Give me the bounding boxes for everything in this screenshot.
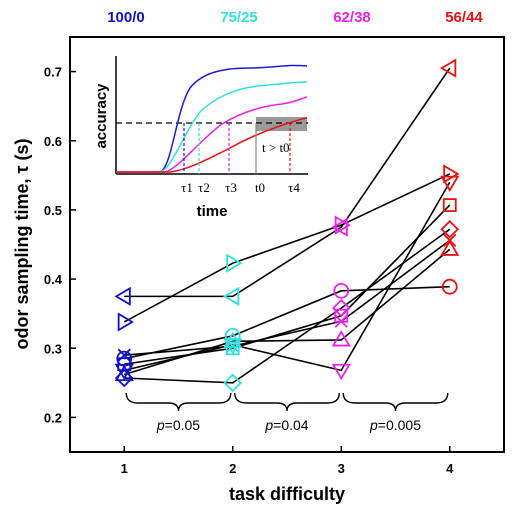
inset: accuracy time t > t0 τ1 τ2 τ3 t0 τ4 [93,56,308,220]
x-axis-title: task difficulty [229,484,345,504]
data-point-x-stroke [226,339,240,353]
significance-label: p=0.005 [369,417,421,433]
data-point-diamond [331,298,351,318]
inset-xlabel: time [197,203,228,220]
data-point-triangle-up [331,330,351,347]
series-line [123,173,451,323]
series-line [124,239,451,356]
series-line [124,228,451,384]
y-tick-label: 0.2 [44,410,62,425]
significance-bracket [125,392,232,412]
data-point-circle [333,282,350,299]
data-point-diamond [440,220,460,239]
y-tick-label: 0.6 [44,134,62,149]
inset-tick-tau3: τ3 [225,180,237,195]
y-tick-label: 0.3 [44,341,62,356]
y-axis-title: odor sampling time, τ (s) [12,138,32,349]
data-point-x [117,348,131,362]
inset-tick-t0: t0 [255,180,265,195]
significance-label: p=0.04 [264,417,308,433]
data-point-triangle-right [443,164,460,184]
top-label-4: 56/44 [445,9,483,26]
data-point-triangle-left [222,286,240,306]
top-label-2: 75/25 [220,9,258,26]
inset-curve-56-44 [116,117,308,173]
inset-threshold-region [256,117,307,131]
data-point-x [443,233,457,247]
data-point-x-stroke [443,233,457,247]
inset-curve-100-0 [116,64,308,173]
bracket-layer: p=0.05 p=0.04 p=0.005 [125,392,449,433]
top-label-1: 100/0 [107,9,145,26]
data-point-triangle-up [440,239,460,256]
inset-tick-tau2: τ2 [198,180,210,195]
data-point-triangle-left [114,286,131,306]
inset-tick-tau4: τ4 [288,180,300,195]
data-point-x [334,314,348,328]
x-tick-label: 2 [229,461,236,476]
series-line [124,67,451,298]
plot-frame [69,36,505,453]
x-tick-label: 1 [121,461,128,476]
significance-bracket [342,392,449,412]
inset-annotation: t > t0 [262,140,290,155]
significance-label: p=0.05 [156,417,200,433]
series-line [124,248,451,376]
data-point-x-stroke [117,348,131,362]
inset-bg [116,56,308,174]
data-point-triangle-down [331,363,351,381]
inset-tick-tau1: τ1 [181,180,193,195]
data-point-x [226,339,240,353]
data-point-diamond [223,373,243,393]
y-tick-label: 0.7 [44,65,62,80]
data-point-triangle-up [114,364,134,382]
data-point-triangle-right [334,215,352,235]
data-point-x-stroke [334,314,348,328]
top-label-3: 62/38 [333,9,371,26]
significance-bracket [234,392,340,412]
data-point-triangle-left [439,58,457,78]
data-point-square [442,198,457,212]
data-point-triangle-down [440,175,460,193]
data-point-triangle-down [223,338,243,355]
series-line [124,204,451,365]
data-point-triangle-right [226,253,243,273]
inset-ylabel: accuracy [93,83,110,149]
y-tick-label: 0.4 [44,272,63,287]
x-tick-label: 3 [338,461,345,476]
y-tick-label: 0.5 [44,203,62,218]
data-point-circle [441,278,458,295]
series-layer [114,58,460,393]
inset-curve-75-25 [116,81,308,173]
x-tick-label: 4 [446,461,454,476]
series-line [124,285,450,360]
data-point-triangle-right [117,312,135,332]
